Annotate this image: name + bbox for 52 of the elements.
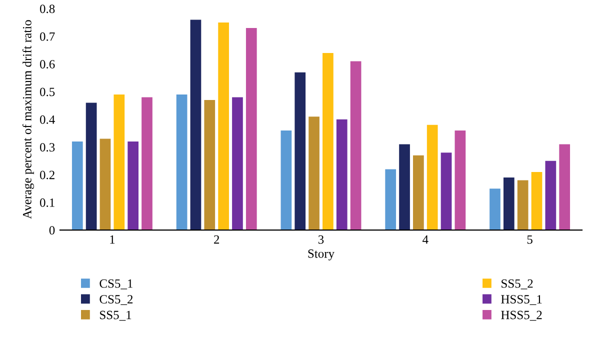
legend-label: HSS5_1 — [501, 295, 542, 305]
bar — [294, 72, 306, 230]
bar — [100, 138, 111, 230]
bar — [204, 100, 216, 230]
bar — [413, 155, 424, 230]
x-tick-label: 3 — [318, 235, 324, 244]
bar — [176, 94, 188, 230]
bar — [190, 20, 202, 230]
bar — [440, 152, 452, 230]
legend-label: CS5_1 — [100, 279, 132, 290]
bar — [114, 94, 125, 230]
bar — [336, 119, 348, 230]
bar — [350, 61, 362, 230]
y-tick-label: 0.4 — [40, 115, 55, 124]
bar — [72, 142, 83, 230]
x-tick-label: 4 — [422, 235, 428, 244]
bar — [385, 169, 396, 230]
bar — [399, 144, 410, 230]
y-tick-label: 0.6 — [40, 60, 55, 69]
bar — [559, 144, 570, 230]
bar — [86, 102, 97, 230]
bar — [503, 178, 514, 230]
legend-label: HSS5_2 — [501, 310, 542, 321]
bar — [531, 172, 542, 230]
legend-label: CS5_2 — [100, 295, 133, 305]
y-tick-label: 0.2 — [40, 170, 54, 180]
y-tick-label: 0 — [49, 226, 55, 235]
y-tick-label: 0.1 — [40, 198, 54, 207]
y-axis-title: Average percent of maximum drift ratio — [22, 20, 34, 219]
y-tick-label: 0.3 — [40, 143, 55, 152]
bar — [454, 130, 466, 230]
bar — [218, 22, 229, 230]
y-tick-label: 0.5 — [40, 88, 55, 96]
x-tick-label: 1 — [110, 235, 115, 244]
bar — [246, 28, 257, 230]
legend-label: SS5_1 — [100, 310, 132, 321]
y-tick-label: 0.7 — [40, 32, 55, 41]
bar — [517, 180, 528, 230]
x-tick-label: 5 — [527, 235, 532, 244]
bar — [280, 130, 292, 230]
bar — [426, 124, 438, 230]
bar — [308, 116, 320, 230]
bar — [490, 188, 500, 230]
bar — [322, 52, 334, 230]
bar — [128, 142, 139, 230]
bar — [142, 97, 152, 230]
bar — [545, 160, 556, 230]
bar — [232, 97, 243, 230]
x-tick-label: 2 — [214, 235, 220, 244]
x-axis-title: Story — [308, 249, 334, 260]
legend-label: SS5_2 — [502, 279, 533, 290]
y-tick-label: 0.8 — [40, 4, 55, 14]
